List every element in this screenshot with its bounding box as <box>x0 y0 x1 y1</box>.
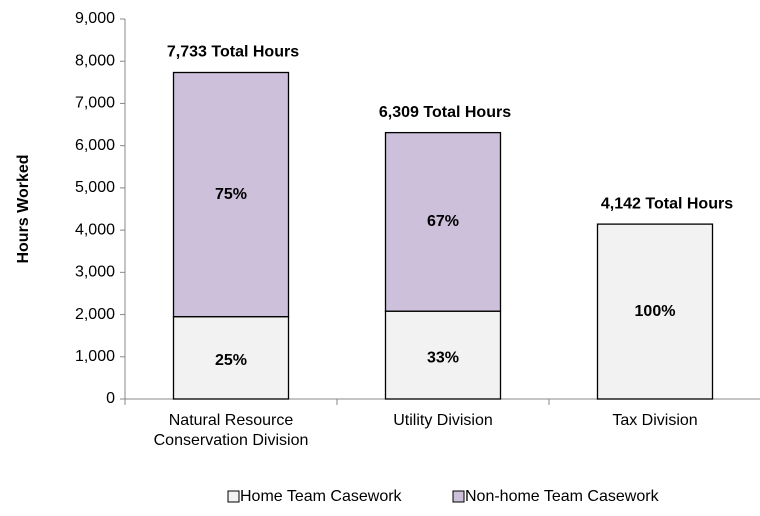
total-label: 6,309 Total Hours <box>379 104 511 121</box>
legend-label: Non-home Team Casework <box>465 488 660 505</box>
x-tick-label: Utility Division <box>393 412 493 429</box>
x-tick-label-box: Natural Resource Conservation Division <box>153 412 309 449</box>
x-tick-label: Tax Division <box>612 412 698 429</box>
segment-label: 33% <box>427 349 459 366</box>
y-tick-label: 2,000 <box>75 306 115 323</box>
y-tick-label: 4,000 <box>75 221 115 238</box>
total-label: 7,733 Total Hours <box>167 44 299 61</box>
y-tick-label: 0 <box>106 390 115 407</box>
bar-segment <box>172 316 290 400</box>
y-tick-label: 6,000 <box>75 137 115 154</box>
segment-label: 75% <box>215 186 247 203</box>
x-tick-label-box: Tax Division <box>612 412 698 429</box>
y-tick-label: 7,000 <box>75 95 115 112</box>
y-tick-label: 3,000 <box>75 264 115 281</box>
bar-segment <box>384 310 502 400</box>
segment-label: 25% <box>215 352 247 369</box>
bar-segment <box>596 223 714 400</box>
total-label: 4,142 Total Hours <box>601 195 733 212</box>
y-tick-label: 5,000 <box>75 179 115 196</box>
y-tick-label: 1,000 <box>75 348 115 365</box>
segment-label: 100% <box>635 303 676 320</box>
legend-label: Home Team Casework <box>240 488 403 505</box>
y-axis-label: Hours Worked <box>15 154 32 263</box>
bar-segment <box>384 131 502 312</box>
legend-swatch <box>227 490 240 503</box>
legend-swatch <box>452 490 465 503</box>
y-tick-label: 9,000 <box>75 10 115 27</box>
bar-segment <box>172 71 290 318</box>
y-tick-label: 8,000 <box>75 52 115 69</box>
x-tick-label: Natural Resource Conservation Division <box>153 412 309 449</box>
x-tick-label-box: Utility Division <box>393 412 493 429</box>
segment-label: 67% <box>427 213 459 230</box>
